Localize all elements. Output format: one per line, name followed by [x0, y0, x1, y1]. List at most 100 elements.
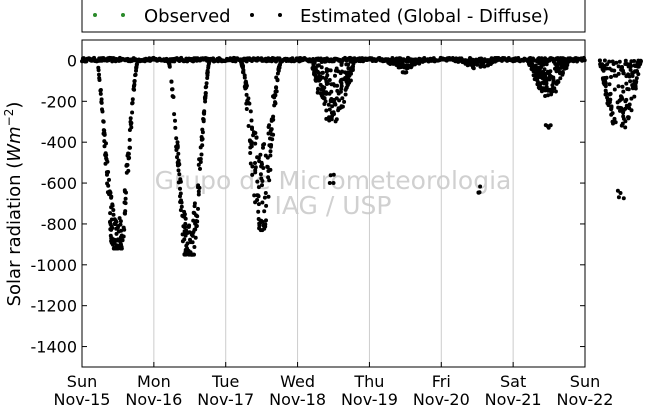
estimated-point: [620, 84, 625, 89]
estimated-point: [268, 149, 273, 154]
estimated-point: [181, 214, 186, 219]
estimated-point: [112, 221, 117, 226]
estimated-point: [332, 101, 337, 105]
estimated-point: [269, 143, 274, 147]
estimated-point: [196, 162, 201, 167]
estimated-point: [132, 79, 137, 83]
estimated-point: [536, 85, 541, 90]
estimated-point: [339, 78, 344, 82]
x-tick-label-date: Nov-15: [54, 390, 111, 409]
estimated-point: [326, 102, 331, 107]
estimated-point: [311, 62, 316, 67]
estimated-point: [241, 63, 245, 68]
estimated-point: [274, 85, 279, 90]
estimated-point: [102, 144, 107, 149]
estimated-point: [261, 145, 265, 150]
estimated-point: [324, 108, 329, 113]
estimated-point: [343, 92, 348, 97]
estimated-point: [336, 69, 341, 74]
y-axis: 0 -200 -400 -600 -800 -1000 -1200 -1400: [31, 51, 585, 357]
estimated-point: [550, 83, 555, 88]
estimated-point: [327, 91, 332, 96]
estimated-point: [338, 89, 343, 94]
estimated-point: [131, 87, 136, 92]
estimated-point: [266, 175, 271, 180]
estimated-point: [612, 73, 617, 78]
estimated-point: [196, 189, 201, 194]
estimated-point: [248, 109, 253, 114]
estimated-point: [327, 78, 332, 82]
x-tick-label-day: Sun: [67, 372, 97, 391]
estimated-point: [340, 96, 345, 101]
estimated-point: [626, 87, 631, 92]
estimated-point: [630, 74, 635, 78]
estimated-point: [402, 63, 407, 68]
estimated-point: [615, 100, 620, 105]
estimated-point: [123, 196, 128, 201]
estimated-point: [167, 60, 171, 65]
estimated-point: [273, 100, 277, 105]
estimated-point: [623, 119, 628, 124]
estimated-point: [399, 64, 404, 69]
estimated-point: [176, 151, 181, 156]
estimated-point: [246, 124, 251, 128]
estimated-point: [204, 81, 209, 86]
estimated-point: [253, 200, 258, 205]
estimated-point: [624, 81, 629, 86]
estimated-point: [130, 100, 135, 105]
estimated-point: [109, 217, 114, 222]
estimated-point: [249, 118, 254, 123]
estimated-point: [554, 69, 559, 74]
estimated-point: [264, 203, 269, 208]
estimated-point: [251, 133, 256, 138]
estimated-point: [176, 180, 181, 185]
estimated-point: [329, 97, 334, 101]
estimated-point: [262, 209, 267, 214]
estimated-point: [552, 86, 557, 91]
estimated-point: [310, 66, 315, 70]
legend-observed-label: Observed: [144, 6, 231, 27]
estimated-point: [244, 107, 249, 111]
estimated-point: [252, 193, 257, 198]
estimated-point: [316, 63, 321, 68]
estimated-point: [331, 110, 336, 115]
estimated-point: [176, 168, 181, 173]
estimated-point: [254, 135, 259, 140]
estimated-point: [268, 167, 273, 172]
estimated-point: [616, 105, 621, 110]
estimated-point: [173, 125, 178, 130]
estimated-point: [628, 79, 633, 84]
estimated-point: [532, 77, 537, 82]
estimated-point: [178, 186, 182, 191]
estimated-point: [206, 61, 211, 66]
estimated-point: [114, 226, 119, 231]
estimated-point: [536, 65, 541, 70]
estimated-point: [242, 84, 247, 89]
estimated-point: [540, 70, 545, 74]
estimated-point: [602, 58, 607, 63]
estimated-point: [627, 106, 632, 111]
estimated-point: [260, 179, 265, 183]
estimated-point: [101, 131, 106, 136]
estimated-point: [250, 172, 255, 177]
estimated-point: [411, 62, 416, 67]
estimated-point: [202, 95, 207, 100]
estimated-point: [127, 155, 132, 160]
estimated-point: [548, 73, 553, 78]
estimated-point: [551, 75, 556, 80]
estimated-point: [113, 238, 118, 242]
estimated-point: [607, 59, 612, 64]
watermark-line-1: Grupo de Micrometeorologia: [155, 166, 512, 195]
estimated-point: [267, 123, 272, 128]
estimated-point: [112, 217, 117, 222]
estimated-point: [175, 140, 180, 145]
estimated-point: [316, 86, 321, 91]
estimated-point: [174, 136, 179, 141]
estimated-point: [245, 99, 250, 104]
estimated-point: [327, 107, 332, 112]
x-tick-label-date: Nov-22: [557, 390, 614, 409]
estimated-point: [328, 173, 333, 178]
estimated-point: [328, 68, 333, 73]
estimated-point: [183, 248, 188, 252]
estimated-point: [96, 68, 101, 73]
